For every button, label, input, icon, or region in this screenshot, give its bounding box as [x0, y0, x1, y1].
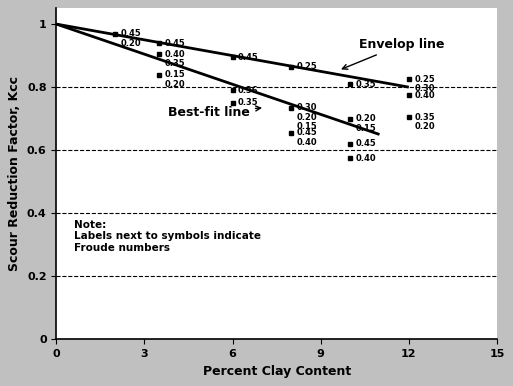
Text: 0.40: 0.40 — [414, 91, 435, 100]
Text: 0.40: 0.40 — [356, 154, 376, 163]
Text: 0.20: 0.20 — [121, 39, 141, 47]
Text: 0.36: 0.36 — [238, 86, 259, 95]
Text: 0.25: 0.25 — [414, 75, 435, 84]
Text: 0.30: 0.30 — [414, 84, 435, 93]
Text: 0.20: 0.20 — [414, 122, 435, 131]
X-axis label: Percent Clay Content: Percent Clay Content — [203, 365, 351, 378]
Text: 0.20: 0.20 — [356, 114, 376, 123]
Text: 0.35: 0.35 — [238, 98, 259, 107]
Text: 0.20: 0.20 — [165, 80, 185, 88]
Text: Best-fit line: Best-fit line — [168, 106, 261, 119]
Text: 0.45: 0.45 — [238, 53, 259, 62]
Text: 0.15: 0.15 — [165, 70, 185, 79]
Text: Note:
Labels next to symbols indicate
Froude numbers: Note: Labels next to symbols indicate Fr… — [74, 220, 261, 253]
Text: 0.35: 0.35 — [165, 59, 185, 68]
Text: 0.20: 0.20 — [297, 113, 317, 122]
Text: 0.30: 0.30 — [297, 103, 317, 112]
Text: 0.45: 0.45 — [356, 139, 376, 148]
Text: 0.15: 0.15 — [356, 124, 376, 133]
Text: 0.45: 0.45 — [121, 29, 141, 38]
Text: 0.35: 0.35 — [356, 80, 376, 88]
Y-axis label: Scour Reduction Factor, Kcc: Scour Reduction Factor, Kcc — [8, 76, 22, 271]
Text: 0.25: 0.25 — [297, 62, 318, 71]
Text: Envelop line: Envelop line — [342, 38, 444, 69]
Text: 0.45: 0.45 — [165, 39, 185, 47]
Text: 0.40: 0.40 — [297, 138, 317, 147]
Text: 0.45: 0.45 — [297, 129, 318, 137]
Text: 0.40: 0.40 — [165, 49, 185, 59]
Text: 0.35: 0.35 — [414, 113, 435, 122]
Text: 0.15: 0.15 — [297, 122, 318, 131]
